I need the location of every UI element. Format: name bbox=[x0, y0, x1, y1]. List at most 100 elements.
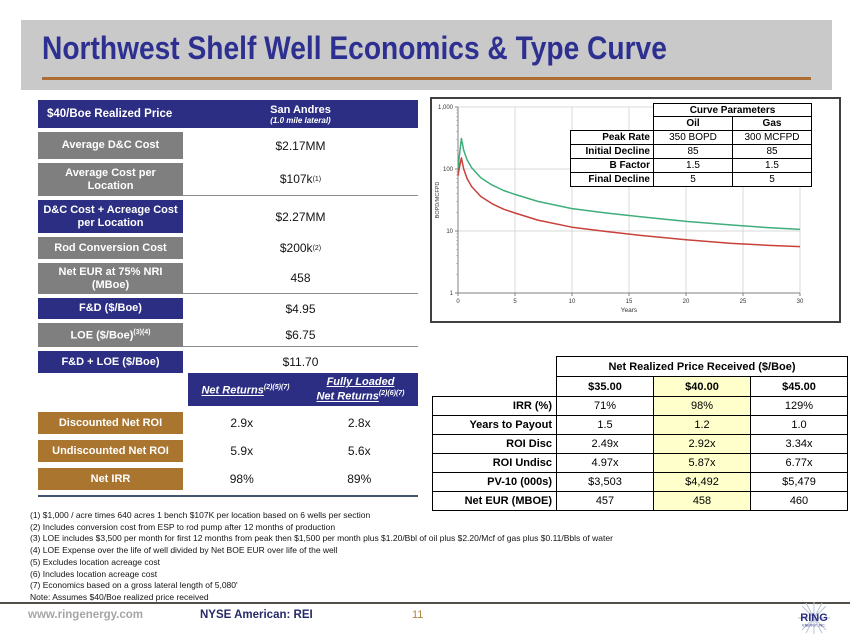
price-row-value: 1.5 bbox=[556, 415, 654, 435]
price-row-value: 129% bbox=[750, 396, 848, 416]
economics-row: F&D ($/Boe) $4.95 bbox=[38, 298, 418, 319]
price-row-label: Net EUR (MBOE) bbox=[432, 491, 557, 511]
y-tick-label: 10 bbox=[446, 229, 453, 235]
returns-row-label: Net IRR bbox=[38, 468, 183, 490]
curve-params-gas-value: 1.5 bbox=[732, 157, 812, 173]
cell-text: Net EUR at 75% NRI (MBoe) bbox=[58, 266, 163, 291]
footnote: (5) Excludes location acreage cost bbox=[30, 556, 160, 567]
economics-row: Average D&C Cost $2.17MM bbox=[38, 132, 418, 159]
footnote: Note: Assumes $40/Boe realized price rec… bbox=[30, 591, 209, 602]
returns-row-values: 5.9x 5.6x bbox=[183, 440, 418, 462]
x-tick-label: 25 bbox=[740, 299, 747, 305]
economics-row-value: $2.17MM bbox=[183, 132, 418, 159]
price-row-value: $5,479 bbox=[750, 472, 848, 492]
economics-row-label: Average Cost per Location bbox=[38, 163, 183, 196]
footer-website: www.ringenergy.com bbox=[28, 609, 144, 621]
curve-params-header-row: Oil Gas bbox=[571, 116, 812, 131]
logo-text: RING bbox=[800, 612, 828, 624]
price-row-value: $3,503 bbox=[556, 472, 654, 492]
curve-params-row-label: B Factor bbox=[570, 157, 654, 173]
economics-row-label-text: Average Cost per Location bbox=[43, 167, 178, 192]
economics-row-value: $2.27MM bbox=[183, 200, 418, 233]
economics-row-label: Net EUR at 75% NRI (MBoe) bbox=[38, 263, 183, 294]
curve-params-column-header: Oil bbox=[653, 116, 733, 131]
oil-type-curve bbox=[457, 157, 801, 248]
economics-row-value: $200k (2) bbox=[183, 237, 418, 259]
fully-loaded-value: 89% bbox=[347, 472, 372, 486]
logo-subtext: ENERGY, INC. bbox=[802, 624, 825, 628]
footnote-ref: (1) bbox=[312, 175, 322, 183]
economics-row-label-text: Average D&C Cost bbox=[62, 139, 159, 152]
price-column-header: $35.00 bbox=[556, 376, 654, 397]
curve-params-row-label: Peak Rate bbox=[570, 129, 654, 145]
net-returns-header: Net Returns(2)(5)(7) Fully Loaded Net Re… bbox=[188, 373, 418, 406]
cell-text: F&D + LOE ($/Boe) bbox=[61, 355, 160, 368]
cell-text: 458 bbox=[290, 271, 311, 285]
curve-params-gas-value: 5 bbox=[732, 171, 812, 187]
price-sensitivity-table: Net Realized Price Received ($/Boe) $35.0… bbox=[432, 356, 848, 511]
economics-row-label: Average D&C Cost bbox=[38, 132, 183, 159]
economics-table-header: $40/Boe Realized Price San Andres (1.0 m… bbox=[38, 100, 418, 128]
net-returns-table: Net Returns(2)(5)(7) Fully Loaded Net Re… bbox=[38, 373, 418, 497]
price-table-title-row: Net Realized Price Received ($/Boe) bbox=[433, 356, 848, 377]
economics-row-label: F&D + LOE ($/Boe) bbox=[38, 351, 183, 373]
economics-row: Net EUR at 75% NRI (MBoe) 458 bbox=[38, 263, 418, 294]
x-tick-label: 30 bbox=[797, 299, 804, 305]
economics-rows: Average D&C Cost $2.17MM Average Cost per … bbox=[38, 132, 418, 373]
price-row-value: 98% bbox=[653, 396, 751, 416]
price-row-label: IRR (%) bbox=[432, 396, 557, 416]
curve-params-title: Curve Parameters bbox=[653, 103, 812, 117]
cell-text: $4.95 bbox=[285, 301, 316, 316]
gas-type-curve bbox=[457, 137, 801, 231]
price-table-row: ROI Undisc 4.97x 5.87x 6.77x bbox=[432, 453, 848, 473]
x-axis-title: Years bbox=[621, 307, 638, 314]
economics-row: LOE ($/Boe)(3)(4) $6.75 bbox=[38, 323, 418, 347]
economics-row-label: Rod Conversion Cost bbox=[38, 237, 183, 259]
returns-row-values: 98% 89% bbox=[183, 468, 418, 490]
net-returns-value: 2.9x bbox=[230, 416, 254, 430]
footnotes: (1) $1,000 / acre times 640 acres 1 benc… bbox=[30, 510, 613, 604]
cell-text: $11.70 bbox=[282, 355, 319, 369]
net-returns-value: 5.9x bbox=[230, 444, 254, 458]
x-tick-label: 5 bbox=[513, 299, 517, 305]
x-tick-label: 0 bbox=[456, 299, 460, 305]
cell-text: D&C Cost + Acreage Cost per Location bbox=[43, 204, 178, 229]
cell-text: $200k bbox=[279, 241, 313, 255]
price-row-label: ROI Disc bbox=[432, 434, 557, 454]
cell-text: $107k bbox=[279, 172, 313, 186]
returns-row-label: Undiscounted Net ROI bbox=[38, 440, 183, 462]
economics-row-label: LOE ($/Boe)(3)(4) bbox=[38, 323, 183, 347]
returns-row-label: Discounted Net ROI bbox=[38, 412, 183, 434]
economics-row: Average Cost per Location $107k (1) bbox=[38, 163, 418, 196]
price-row-value: 2.92x bbox=[653, 434, 751, 454]
page-number: 11 bbox=[412, 609, 424, 621]
price-scenario-label: $40/Boe Realized Price bbox=[47, 108, 173, 120]
returns-row: Net IRR 98% 89% bbox=[38, 468, 418, 490]
economics-row-label-text: D&C Cost + Acreage Cost per Location bbox=[43, 204, 178, 229]
footnote: (1) $1,000 / acre times 640 acres 1 benc… bbox=[30, 510, 371, 520]
price-column-header: $45.00 bbox=[750, 376, 848, 397]
fully-loaded-value: 5.6x bbox=[347, 444, 371, 458]
curve-params-row-label: Final Decline bbox=[570, 171, 654, 187]
price-row-value: 6.77x bbox=[750, 453, 848, 473]
fully-loaded-col-header: Fully Loaded Net Returns(2)(6)(7) bbox=[316, 376, 405, 403]
curve-params-oil-value: 1.5 bbox=[653, 157, 733, 173]
price-row-label: Years to Payout bbox=[432, 415, 557, 435]
price-row-label: ROI Undisc bbox=[432, 453, 557, 473]
y-tick-label: 1,000 bbox=[438, 105, 454, 111]
curve-params-column-header: Gas bbox=[732, 116, 812, 131]
price-table-title: Net Realized Price Received ($/Boe) bbox=[556, 356, 848, 377]
returns-row: Discounted Net ROI 2.9x 2.8x bbox=[38, 412, 418, 434]
economics-row-value: $6.75 bbox=[183, 323, 418, 347]
price-row-label: PV-10 (000s) bbox=[432, 472, 557, 492]
cell-text: Average D&C Cost bbox=[61, 139, 160, 152]
curve-params-table: Curve Parameters Oil Gas Peak Rate 350 BOPD 3… bbox=[570, 103, 812, 187]
footnote: (7) Economics based on a gross lateral l… bbox=[30, 580, 238, 591]
price-row-value: 457 bbox=[556, 491, 654, 511]
economics-row-label-text: Rod Conversion Cost bbox=[54, 242, 166, 255]
price-row-value: 1.2 bbox=[653, 415, 751, 435]
footer-divider bbox=[0, 602, 850, 604]
footnote-ref: (2) bbox=[312, 244, 322, 252]
price-row-value: 1.0 bbox=[750, 415, 848, 435]
